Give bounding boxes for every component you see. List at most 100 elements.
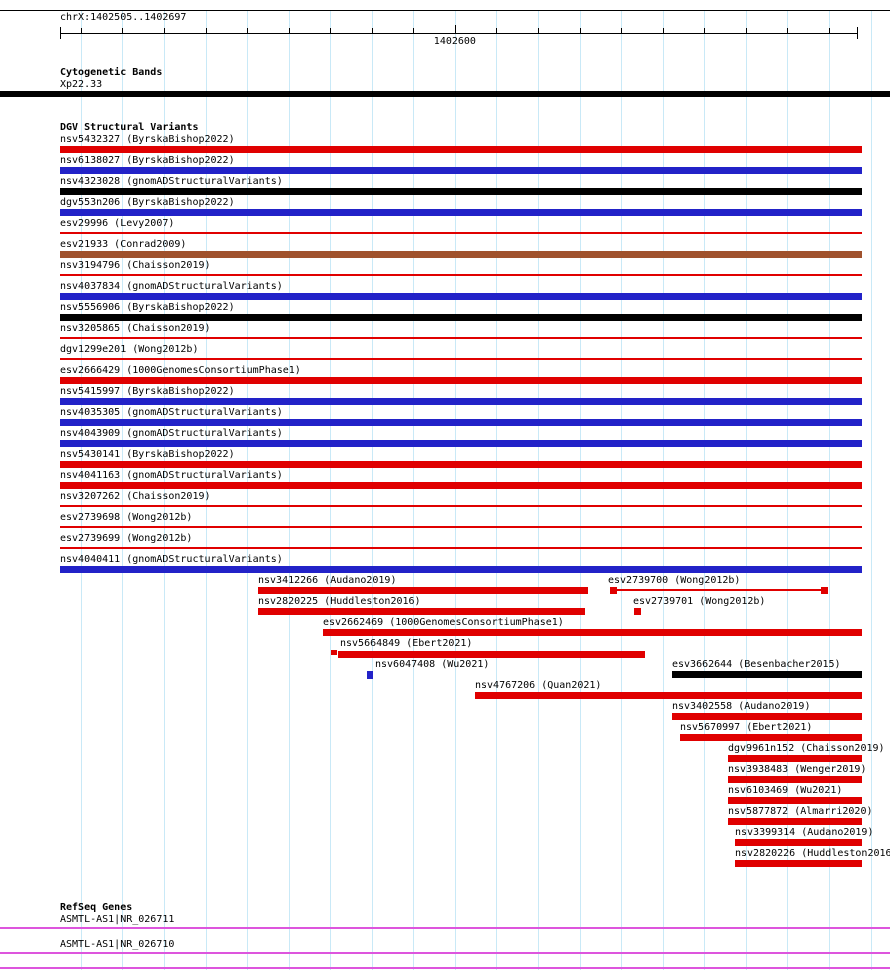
variant-label[interactable]: nsv6138027 (ByrskaBishop2022) xyxy=(60,155,235,166)
variant-bar[interactable] xyxy=(672,713,862,720)
variant-label[interactable]: nsv5670997 (Ebert2021) xyxy=(680,722,813,733)
variant-label[interactable]: esv2739700 (Wong2012b) xyxy=(608,575,741,586)
variant-label[interactable]: esv2662469 (1000GenomesConsortiumPhase1) xyxy=(323,617,564,628)
variant-label[interactable]: nsv5430141 (ByrskaBishop2022) xyxy=(60,449,235,460)
ruler-tick xyxy=(163,28,165,33)
variant-bar[interactable] xyxy=(60,337,862,339)
gridline xyxy=(163,11,165,970)
gridline xyxy=(787,11,789,970)
variant-bar[interactable] xyxy=(60,505,862,507)
cytoband-bar[interactable] xyxy=(0,91,890,97)
variant-label[interactable]: esv2666429 (1000GenomesConsortiumPhase1) xyxy=(60,365,301,376)
variant-bar[interactable] xyxy=(680,734,862,741)
variant-label[interactable]: nsv4040411 (gnomADStructuralVariants) xyxy=(60,554,283,565)
variant-label[interactable]: nsv2820226 (Huddleston2016) xyxy=(735,848,890,859)
gridline xyxy=(496,11,498,970)
variant-label[interactable]: esv2739698 (Wong2012b) xyxy=(60,512,193,523)
variant-bar[interactable] xyxy=(821,587,828,594)
gene-label[interactable]: ASMTL-AS1|NR_026711 xyxy=(60,914,175,925)
variant-bar[interactable] xyxy=(258,587,588,594)
variant-bar[interactable] xyxy=(60,358,862,360)
variant-row: nsv3399314 (Audano2019) xyxy=(0,827,890,848)
variant-label[interactable]: nsv5432327 (ByrskaBishop2022) xyxy=(60,134,235,145)
variant-label[interactable]: nsv4043909 (gnomADStructuralVariants) xyxy=(60,428,283,439)
variant-bar[interactable] xyxy=(60,377,862,384)
variant-bar[interactable] xyxy=(60,526,862,528)
variant-bar[interactable] xyxy=(60,209,862,216)
variant-label[interactable]: nsv3194796 (Chaisson2019) xyxy=(60,260,211,271)
variant-label[interactable]: nsv6103469 (Wu2021) xyxy=(728,785,843,796)
variant-label[interactable]: nsv3205865 (Chaisson2019) xyxy=(60,323,211,334)
variant-label[interactable]: esv3662644 (Besenbacher2015) xyxy=(672,659,841,670)
region-label: chrX:1402505..1402697 xyxy=(60,12,187,23)
variant-bar[interactable] xyxy=(728,776,862,783)
gene-line[interactable] xyxy=(0,952,890,954)
variant-bar[interactable] xyxy=(60,440,862,447)
variant-label[interactable]: nsv3402558 (Audano2019) xyxy=(672,701,811,712)
variant-bar[interactable] xyxy=(60,482,862,489)
variant-bar[interactable] xyxy=(60,566,862,573)
variant-bar[interactable] xyxy=(60,146,862,153)
variant-bar[interactable] xyxy=(60,419,862,426)
variant-label[interactable]: nsv3412266 (Audano2019) xyxy=(258,575,397,586)
variant-label[interactable]: nsv4035305 (gnomADStructuralVariants) xyxy=(60,407,283,418)
variant-bar[interactable] xyxy=(610,587,617,594)
variant-label[interactable]: esv29996 (Levy2007) xyxy=(60,218,175,229)
variant-bar[interactable] xyxy=(367,671,373,679)
variant-bar[interactable] xyxy=(60,461,862,468)
variant-label[interactable]: dgv1299e201 (Wong2012b) xyxy=(60,344,199,355)
variant-bar[interactable] xyxy=(60,274,862,276)
gridline xyxy=(330,11,332,970)
variant-label[interactable]: nsv5415997 (ByrskaBishop2022) xyxy=(60,386,235,397)
variant-bar[interactable] xyxy=(735,860,862,867)
section-title-refseq: RefSeq Genes xyxy=(60,902,133,913)
variant-bar[interactable] xyxy=(331,650,337,655)
variant-label[interactable]: nsv4323028 (gnomADStructuralVariants) xyxy=(60,176,283,187)
variant-row: nsv5430141 (ByrskaBishop2022) xyxy=(0,449,890,470)
variant-label[interactable]: esv2739699 (Wong2012b) xyxy=(60,533,193,544)
variant-row: nsv4323028 (gnomADStructuralVariants) xyxy=(0,176,890,197)
variant-bar[interactable] xyxy=(728,797,862,804)
variant-bar[interactable] xyxy=(728,755,862,762)
variant-label[interactable]: nsv3207262 (Chaisson2019) xyxy=(60,491,211,502)
variant-label[interactable]: nsv2820225 (Huddleston2016) xyxy=(258,596,421,607)
variant-bar[interactable] xyxy=(634,608,641,615)
variant-row: nsv2820226 (Huddleston2016) xyxy=(0,848,890,869)
variant-bar[interactable] xyxy=(60,188,862,195)
variant-label[interactable]: nsv5556906 (ByrskaBishop2022) xyxy=(60,302,235,313)
variant-label[interactable]: nsv5664849 (Ebert2021) xyxy=(340,638,473,649)
variant-bar[interactable] xyxy=(60,314,862,321)
variant-label[interactable]: nsv4767206 (Quan2021) xyxy=(475,680,602,691)
variant-label[interactable]: nsv3938483 (Wenger2019) xyxy=(728,764,867,775)
variant-label[interactable]: nsv3399314 (Audano2019) xyxy=(735,827,874,838)
variant-bar[interactable] xyxy=(258,608,585,615)
variant-label[interactable]: nsv5877872 (Almarri2020) xyxy=(728,806,873,817)
variant-label[interactable]: nsv6047408 (Wu2021) xyxy=(375,659,490,670)
variant-bar[interactable] xyxy=(338,651,645,658)
gene-label[interactable]: ASMTL-AS1|NR_026710 xyxy=(60,939,175,950)
variant-label[interactable]: esv21933 (Conrad2009) xyxy=(60,239,187,250)
variant-bar[interactable] xyxy=(60,547,862,549)
variant-row: nsv3412266 (Audano2019) xyxy=(0,575,890,596)
variant-label[interactable]: nsv4037834 (gnomADStructuralVariants) xyxy=(60,281,283,292)
variant-bar[interactable] xyxy=(728,818,862,825)
variant-label[interactable]: dgv553n206 (ByrskaBishop2022) xyxy=(60,197,235,208)
variant-bar[interactable] xyxy=(60,251,862,258)
variant-bar[interactable] xyxy=(735,839,862,846)
variant-label[interactable]: dgv9961n152 (Chaisson2019) xyxy=(728,743,885,754)
variant-bar[interactable] xyxy=(60,232,862,234)
variant-bar[interactable] xyxy=(60,398,862,405)
variant-label[interactable]: nsv4041163 (gnomADStructuralVariants) xyxy=(60,470,283,481)
variant-bar[interactable] xyxy=(617,589,821,591)
variant-bar[interactable] xyxy=(60,293,862,300)
gene-line[interactable] xyxy=(0,927,890,929)
gridline xyxy=(621,11,623,970)
variant-bar[interactable] xyxy=(475,692,862,699)
variant-row: nsv5664849 (Ebert2021) xyxy=(0,638,890,659)
variant-label[interactable]: esv2739701 (Wong2012b) xyxy=(633,596,766,607)
gene-line[interactable] xyxy=(0,967,890,969)
variant-bar[interactable] xyxy=(60,167,862,174)
variant-bar[interactable] xyxy=(672,671,862,678)
gridline xyxy=(413,11,415,970)
variant-bar[interactable] xyxy=(323,629,862,636)
